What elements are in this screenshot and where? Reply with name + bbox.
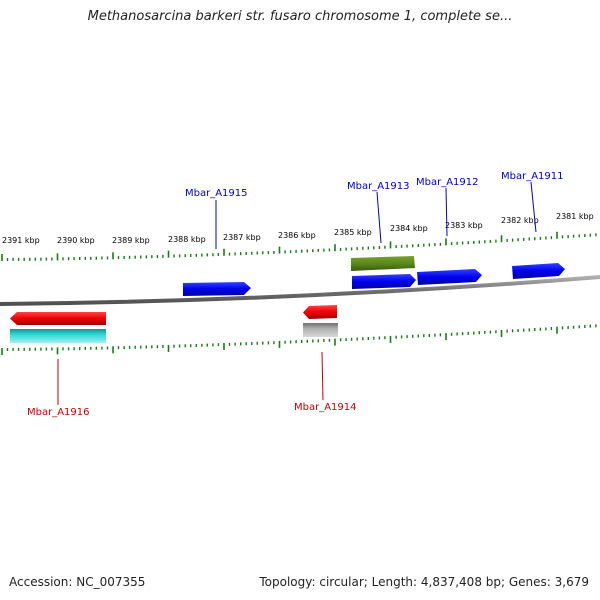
forward-features bbox=[183, 256, 565, 296]
scale-label: 2390 kbp bbox=[57, 236, 95, 245]
scale-label: 2389 kbp bbox=[112, 236, 150, 245]
gene-label-mbar-a1911[interactable]: Mbar_A1911 bbox=[501, 171, 564, 182]
gene-mbar-a1915[interactable] bbox=[183, 282, 251, 296]
reverse-features bbox=[10, 305, 338, 343]
gene-mbar-a1912[interactable] bbox=[417, 269, 482, 285]
feature-cyan[interactable] bbox=[10, 329, 106, 343]
feature-rna[interactable] bbox=[351, 256, 415, 271]
chromosome-title: Methanosarcina barkeri str. fusaro chrom… bbox=[87, 9, 513, 24]
gene-mbar-a1916[interactable] bbox=[10, 312, 106, 325]
scale-label: 2388 kbp bbox=[168, 235, 206, 244]
gene-label-mbar-a1914[interactable]: Mbar_A1914 bbox=[294, 402, 357, 413]
gene-label-mbar-a1916[interactable]: Mbar_A1916 bbox=[27, 407, 90, 418]
scale-label: 2385 kbp bbox=[334, 228, 372, 237]
feature-gray[interactable] bbox=[303, 323, 338, 337]
gene-label-mbar-a1912[interactable]: Mbar_A1912 bbox=[416, 177, 479, 188]
gene-label-mbar-a1915[interactable]: Mbar_A1915 bbox=[185, 188, 248, 199]
scale-ticks-outer bbox=[1, 231, 597, 261]
chromosome-backbone bbox=[0, 275, 600, 306]
label-leaders bbox=[57, 181, 537, 405]
accession-label: Accession: NC_007355 bbox=[9, 575, 146, 589]
gene-mbar-a1914[interactable] bbox=[303, 305, 337, 319]
gene-mbar-a1913[interactable] bbox=[352, 274, 416, 289]
gene-mbar-a1911[interactable] bbox=[512, 263, 565, 279]
scale-label: 2386 kbp bbox=[278, 231, 316, 240]
scale-label: 2381 kbp bbox=[556, 212, 594, 221]
scale-label: 2391 kbp bbox=[2, 236, 40, 245]
scale-ticks-inner bbox=[1, 324, 597, 355]
scale-label: 2387 kbp bbox=[223, 233, 261, 242]
scale-labels: 2391 kbp 2390 kbp 2389 kbp 2388 kbp 2387… bbox=[2, 212, 594, 245]
gene-label-mbar-a1913[interactable]: Mbar_A1913 bbox=[347, 181, 410, 192]
scale-label: 2382 kbp bbox=[501, 216, 539, 225]
gene-labels: Mbar_A1915 Mbar_A1913 Mbar_A1912 Mbar_A1… bbox=[27, 171, 564, 418]
genome-summary: Topology: circular; Length: 4,837,408 bp… bbox=[259, 575, 589, 589]
scale-label: 2383 kbp bbox=[445, 221, 483, 230]
scale-label: 2384 kbp bbox=[390, 224, 428, 233]
